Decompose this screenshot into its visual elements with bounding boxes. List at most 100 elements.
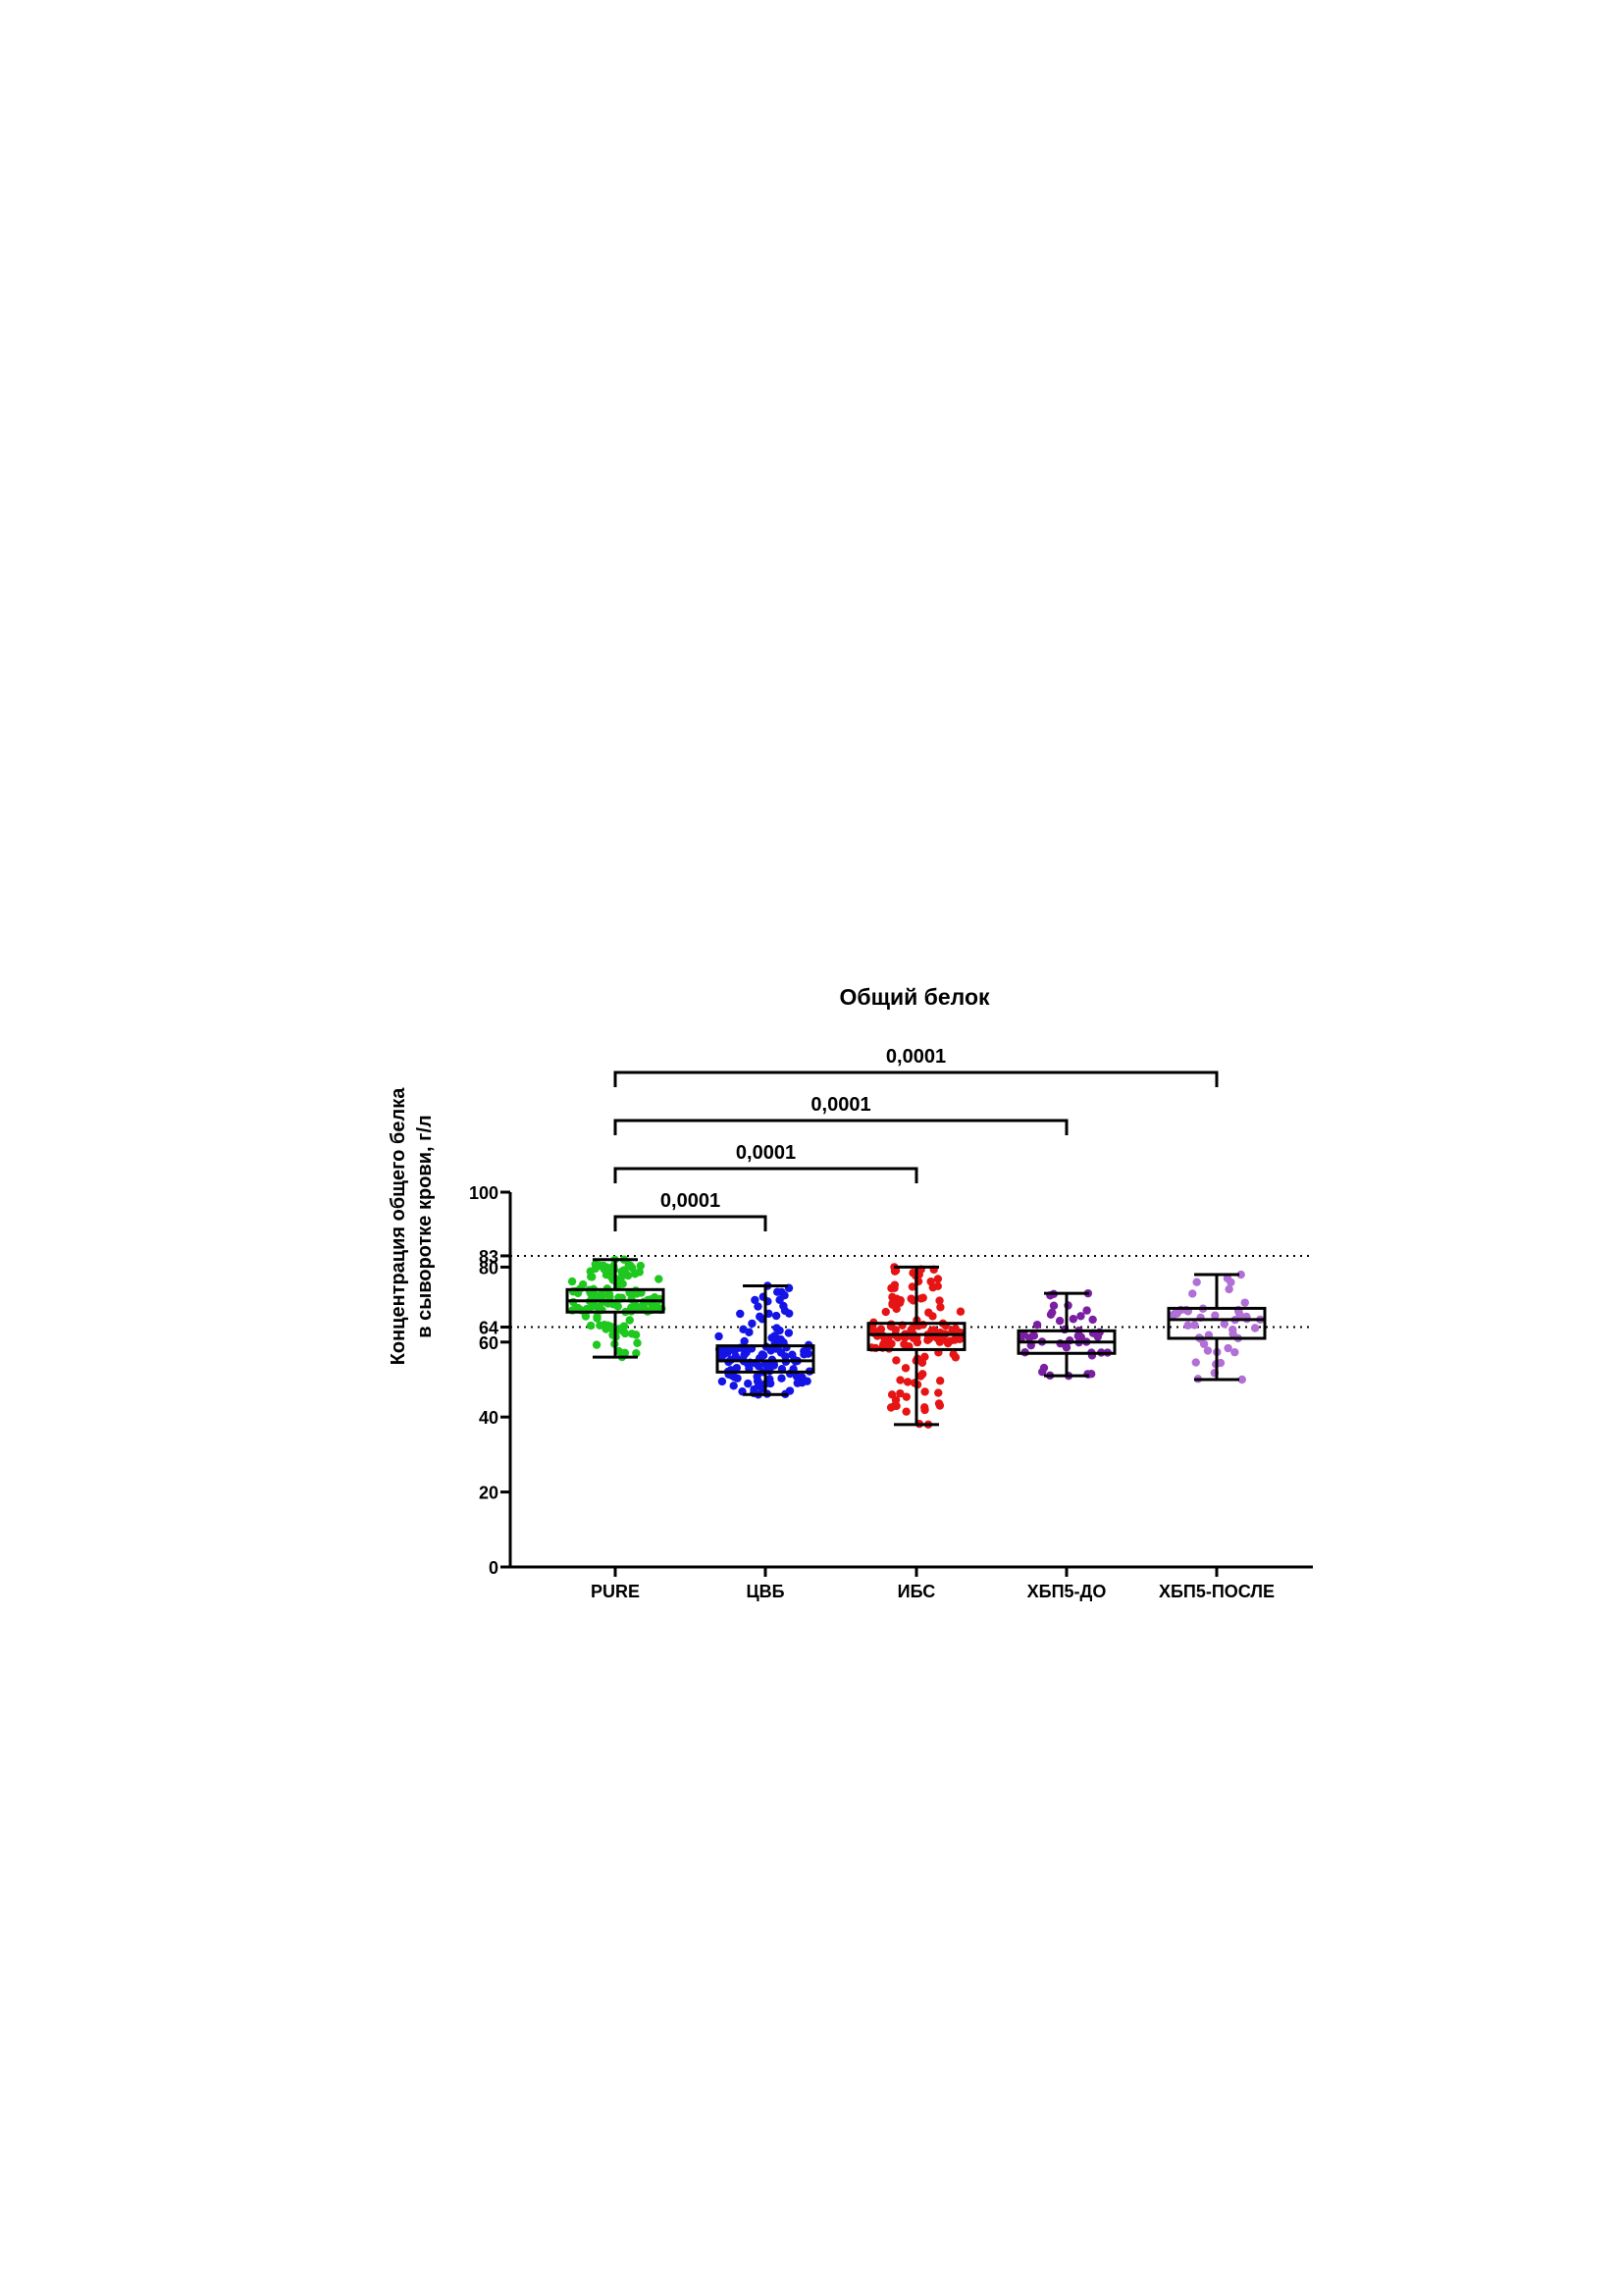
box-group-ИБС: [866, 1263, 967, 1430]
box-group-PURE: [565, 1255, 666, 1362]
p-value-label: 0,0001: [736, 1142, 796, 1164]
data-point: [633, 1338, 642, 1347]
data-point: [1055, 1316, 1065, 1326]
p-value-label: 0,0001: [886, 1046, 946, 1068]
data-point: [920, 1387, 929, 1396]
data-point: [954, 1334, 963, 1343]
data-point: [902, 1392, 911, 1401]
data-point: [751, 1295, 759, 1305]
data-point: [1073, 1331, 1082, 1340]
box-iqr: [715, 1344, 815, 1374]
data-point: [731, 1345, 740, 1355]
data-point: [903, 1378, 913, 1386]
data-point: [745, 1328, 754, 1336]
data-point: [1086, 1370, 1096, 1379]
data-point: [740, 1336, 749, 1346]
data-point: [601, 1271, 611, 1279]
data-point: [1237, 1375, 1246, 1384]
data-point: [896, 1376, 905, 1384]
significance-bracket-2: 0,0001: [613, 1142, 918, 1183]
data-point: [892, 1356, 901, 1365]
data-point: [586, 1321, 596, 1331]
data-point: [920, 1352, 929, 1362]
data-point: [636, 1261, 646, 1271]
y-tick-label-40: 40: [479, 1408, 498, 1428]
data-point: [1240, 1298, 1249, 1307]
data-point: [625, 1316, 634, 1325]
x-tick-label-2: ИБС: [898, 1582, 936, 1601]
data-point: [935, 1377, 945, 1385]
data-point: [1192, 1278, 1201, 1286]
data-point: [785, 1386, 795, 1395]
data-point: [773, 1287, 782, 1296]
data-point: [1191, 1358, 1200, 1367]
data-point: [729, 1382, 738, 1390]
data-point: [936, 1303, 945, 1312]
data-point: [935, 1296, 944, 1305]
box-group-ХБП5-ПОСЛЕ: [1167, 1270, 1267, 1384]
data-point: [1183, 1321, 1192, 1331]
data-point: [881, 1307, 890, 1317]
data-point: [714, 1331, 723, 1341]
data-point: [956, 1307, 966, 1316]
y-axis-label: Концентрация общего белка в сыворотке кр…: [388, 1087, 436, 1366]
bracket-line: [613, 1119, 1069, 1135]
data-point: [1049, 1301, 1059, 1310]
significance-bracket-4: 0,0001: [613, 1046, 1219, 1087]
data-point: [617, 1272, 626, 1281]
data-point: [748, 1319, 757, 1329]
box-iqr: [866, 1322, 967, 1351]
y-tick-label-60: 60: [479, 1333, 498, 1353]
data-point: [928, 1312, 937, 1321]
data-point: [771, 1311, 781, 1321]
points-ХБП5-ДО: [1017, 1288, 1112, 1381]
data-point: [1076, 1312, 1085, 1321]
y-axis-label-line-1: Концентрация общего белка: [388, 1087, 409, 1366]
data-point: [1082, 1306, 1091, 1315]
data-point: [736, 1309, 745, 1319]
data-point: [800, 1350, 809, 1359]
data-point: [606, 1322, 615, 1331]
data-point: [631, 1331, 641, 1339]
data-point: [625, 1262, 634, 1271]
y-tick-label-20: 20: [479, 1484, 498, 1503]
p-value-label: 0,0001: [810, 1094, 870, 1116]
data-point: [1211, 1311, 1220, 1320]
data-point: [919, 1403, 929, 1412]
x-tick-label-4: ХБП5-ПОСЛЕ: [1159, 1582, 1275, 1601]
data-point: [1220, 1320, 1229, 1329]
data-point: [777, 1374, 786, 1383]
data-point: [1088, 1315, 1097, 1325]
x-tick-label-3: ХБП5-ДО: [1027, 1582, 1107, 1601]
data-point: [567, 1277, 577, 1286]
data-point: [951, 1353, 961, 1362]
data-point: [635, 1268, 644, 1277]
data-point: [651, 1302, 659, 1312]
data-point: [717, 1377, 727, 1386]
data-point: [753, 1372, 761, 1382]
data-point: [896, 1388, 905, 1398]
data-point: [890, 1267, 900, 1276]
data-point: [604, 1289, 614, 1298]
data-point: [588, 1273, 597, 1281]
data-point: [1039, 1363, 1049, 1373]
data-point: [1188, 1289, 1197, 1298]
data-point: [1230, 1347, 1239, 1357]
data-point: [895, 1298, 905, 1307]
data-point: [918, 1293, 927, 1302]
y-tick-label-80: 80: [479, 1258, 498, 1278]
data-point: [933, 1275, 943, 1283]
data-point: [1224, 1343, 1232, 1353]
data-point: [918, 1370, 927, 1379]
data-point: [1028, 1331, 1038, 1340]
data-point: [1227, 1278, 1235, 1287]
chart-title: Общий белок: [839, 984, 990, 1010]
data-point: [654, 1275, 663, 1283]
data-point: [887, 1283, 896, 1293]
data-point: [780, 1291, 789, 1300]
data-point: [1236, 1270, 1245, 1279]
data-point: [632, 1348, 641, 1358]
data-point: [632, 1302, 641, 1312]
